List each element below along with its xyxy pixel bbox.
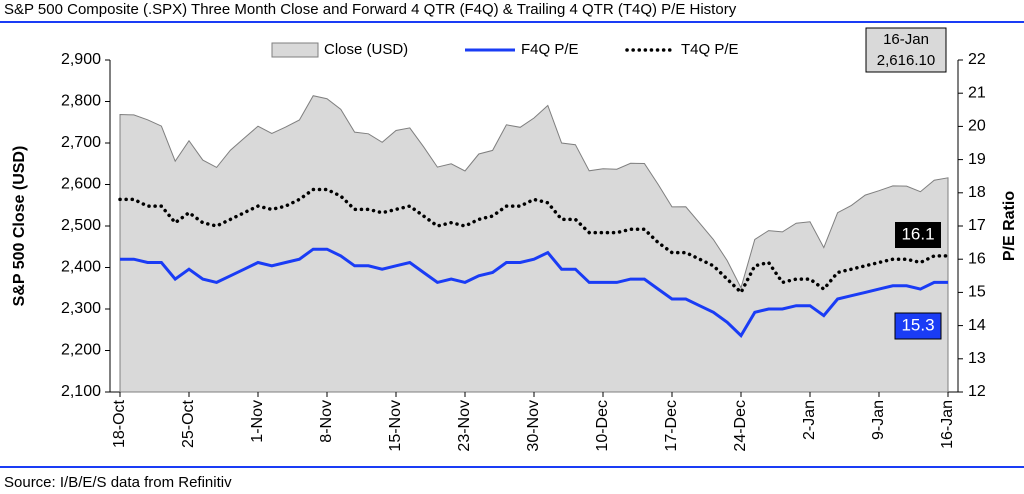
legend-label: Close (USD) bbox=[324, 41, 408, 58]
y2-tick-label: 12 bbox=[968, 383, 986, 400]
x-tick-label: 15-Nov bbox=[387, 400, 404, 452]
legend-swatch bbox=[271, 42, 319, 58]
y-tick-label: 2,100 bbox=[61, 383, 101, 400]
y2-axis-label: P/E Ratio bbox=[1001, 191, 1018, 261]
y2-tick-label: 13 bbox=[968, 350, 986, 367]
f4q-end-box bbox=[894, 312, 942, 340]
y2-tick-label: 15 bbox=[968, 284, 986, 301]
x-tick-label: 2-Jan bbox=[801, 400, 818, 440]
latest-close: 2,616.10 bbox=[877, 52, 935, 69]
t4q-line bbox=[118, 187, 950, 296]
y2-tick-label: 16 bbox=[968, 250, 986, 267]
y-tick-label: 2,500 bbox=[61, 217, 101, 234]
f4q-end-label: 15.3 bbox=[901, 315, 934, 334]
y-axis-label: S&P 500 Close (USD) bbox=[11, 146, 28, 307]
x-tick-label: 1-Nov bbox=[249, 400, 266, 443]
close-area bbox=[119, 95, 949, 393]
source: Source: I/B/E/S data from Refinitiv bbox=[4, 474, 232, 491]
y-tick-label: 2,300 bbox=[61, 300, 101, 317]
t4q-end-box bbox=[895, 222, 941, 248]
chart-title: S&P 500 Composite (.SPX) Three Month Clo… bbox=[4, 1, 737, 18]
x-tick-label: 17-Dec bbox=[663, 400, 680, 452]
y2-tick-label: 14 bbox=[968, 317, 986, 334]
y2-tick-label: 22 bbox=[968, 51, 986, 68]
latest-date: 16-Jan bbox=[883, 31, 929, 48]
y-tick-label: 2,700 bbox=[61, 134, 101, 151]
x-tick-label: 24-Dec bbox=[732, 400, 749, 452]
y2-tick-label: 21 bbox=[968, 84, 986, 101]
t4q-end-label: 16.1 bbox=[901, 224, 934, 243]
y-tick-label: 2,800 bbox=[61, 93, 101, 110]
x-tick-label: 8-Nov bbox=[318, 400, 335, 443]
x-tick-label: 9-Jan bbox=[870, 400, 887, 440]
y-tick-label: 2,400 bbox=[61, 259, 101, 276]
y2-tick-label: 20 bbox=[968, 118, 986, 135]
legend-label: F4Q P/E bbox=[521, 41, 579, 58]
y2-tick-label: 19 bbox=[968, 151, 986, 168]
f4q-line bbox=[120, 247, 948, 338]
y2-tick-label: 18 bbox=[968, 184, 986, 201]
y-tick-label: 2,200 bbox=[61, 342, 101, 359]
latest-box bbox=[865, 27, 947, 73]
x-tick-label: 23-Nov bbox=[456, 400, 473, 452]
x-tick-label: 18-Oct bbox=[111, 399, 128, 448]
y-tick-label: 2,600 bbox=[61, 176, 101, 193]
x-tick-label: 30-Nov bbox=[525, 400, 542, 452]
y-tick-label: 2,900 bbox=[61, 51, 101, 68]
x-tick-label: 16-Jan bbox=[939, 400, 956, 449]
x-tick-label: 10-Dec bbox=[594, 400, 611, 452]
y2-tick-label: 17 bbox=[968, 217, 986, 234]
legend-label: T4Q P/E bbox=[681, 41, 739, 58]
x-tick-label: 25-Oct bbox=[180, 399, 197, 448]
